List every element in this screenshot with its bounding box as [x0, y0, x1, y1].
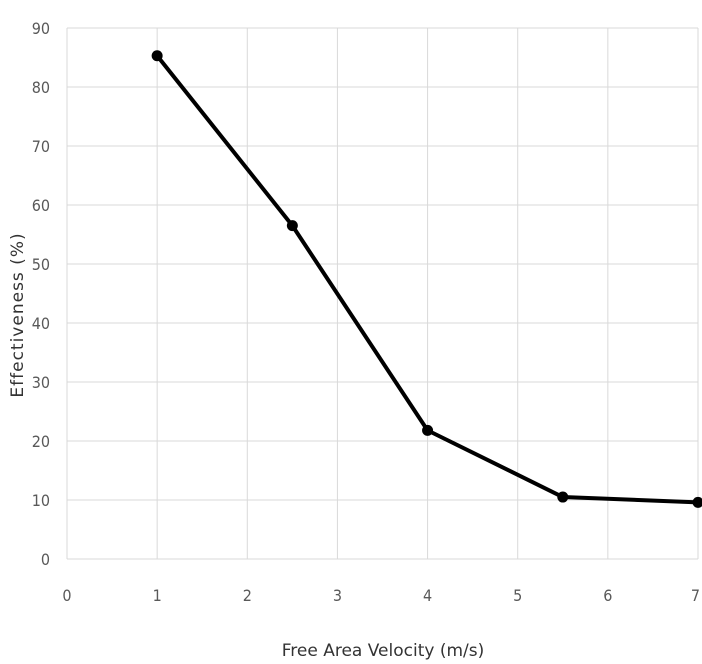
y-tick-label: 20	[32, 432, 50, 451]
x-tick-label: 7	[691, 586, 700, 605]
y-tick-label: 90	[32, 19, 50, 38]
y-tick-label: 80	[32, 78, 50, 97]
series	[151, 50, 702, 508]
y-tick-label: 30	[32, 373, 50, 392]
x-axis-tick-labels: 0 1 2 3 4 5 6 7	[62, 586, 700, 605]
x-tick-label: 6	[603, 586, 612, 605]
y-tick-label: 10	[32, 491, 50, 510]
y-axis-title: Effectiveness (%)	[8, 232, 28, 397]
y-tick-label: 40	[32, 314, 50, 333]
data-point	[286, 220, 298, 232]
data-point	[692, 496, 702, 508]
y-axis-tick-labels: 0 10 20 30 40 50 60 70 80 90	[32, 19, 50, 569]
x-tick-label: 1	[153, 586, 162, 605]
y-tick-label: 60	[32, 196, 50, 215]
y-tick-label: 70	[32, 137, 50, 156]
x-tick-label: 0	[62, 586, 71, 605]
x-tick-label: 4	[423, 586, 432, 605]
data-point	[557, 491, 569, 503]
y-tick-label: 50	[32, 255, 50, 274]
gridlines	[66, 27, 699, 560]
x-axis-title: Free Area Velocity (m/s)	[282, 641, 485, 661]
data-point	[151, 50, 163, 62]
data-point	[422, 424, 434, 436]
x-tick-label: 5	[513, 586, 522, 605]
x-tick-label: 3	[333, 586, 342, 605]
x-tick-label: 2	[243, 586, 252, 605]
y-tick-label: 0	[41, 550, 50, 569]
